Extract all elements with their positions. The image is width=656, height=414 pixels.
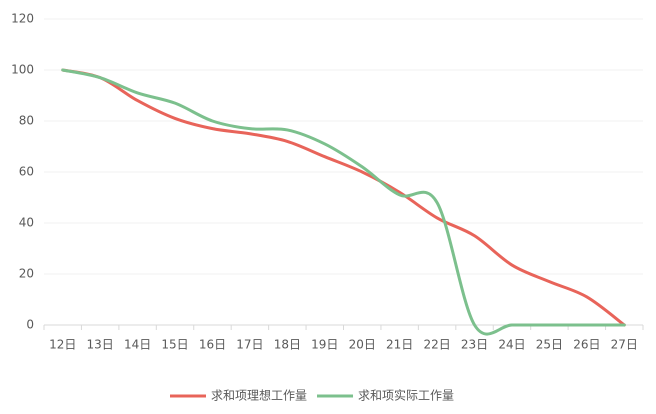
y-tick-label: 120 [11, 12, 34, 26]
y-tick-label: 40 [19, 216, 34, 230]
x-tick-label: 19日 [311, 338, 338, 352]
y-tick-label: 60 [19, 165, 34, 179]
x-tick-label: 23日 [461, 338, 488, 352]
x-tick-label: 26日 [573, 338, 600, 352]
legend-label: 求和项实际工作量 [358, 388, 454, 403]
x-tick-label: 17日 [236, 338, 263, 352]
y-tick-label: 80 [19, 114, 34, 128]
y-tick-label: 100 [11, 63, 34, 77]
x-tick-label: 14日 [124, 338, 151, 352]
x-tick-label: 15日 [161, 338, 188, 352]
x-tick-label: 20日 [349, 338, 376, 352]
x-tick-label: 27日 [611, 338, 638, 352]
x-tick-label: 18日 [274, 338, 301, 352]
y-tick-label: 20 [19, 267, 34, 281]
x-tick-label: 24日 [498, 338, 525, 352]
legend-label: 求和项理想工作量 [211, 388, 307, 403]
x-tick-label: 22日 [423, 338, 450, 352]
y-tick-label: 0 [26, 318, 34, 332]
x-tick-label: 13日 [87, 338, 114, 352]
x-tick-label: 21日 [386, 338, 413, 352]
x-tick-label: 16日 [199, 338, 226, 352]
series-line [61, 68, 626, 336]
x-tick-label: 12日 [49, 338, 76, 352]
series-line [61, 68, 626, 327]
x-tick-label: 25日 [536, 338, 563, 352]
